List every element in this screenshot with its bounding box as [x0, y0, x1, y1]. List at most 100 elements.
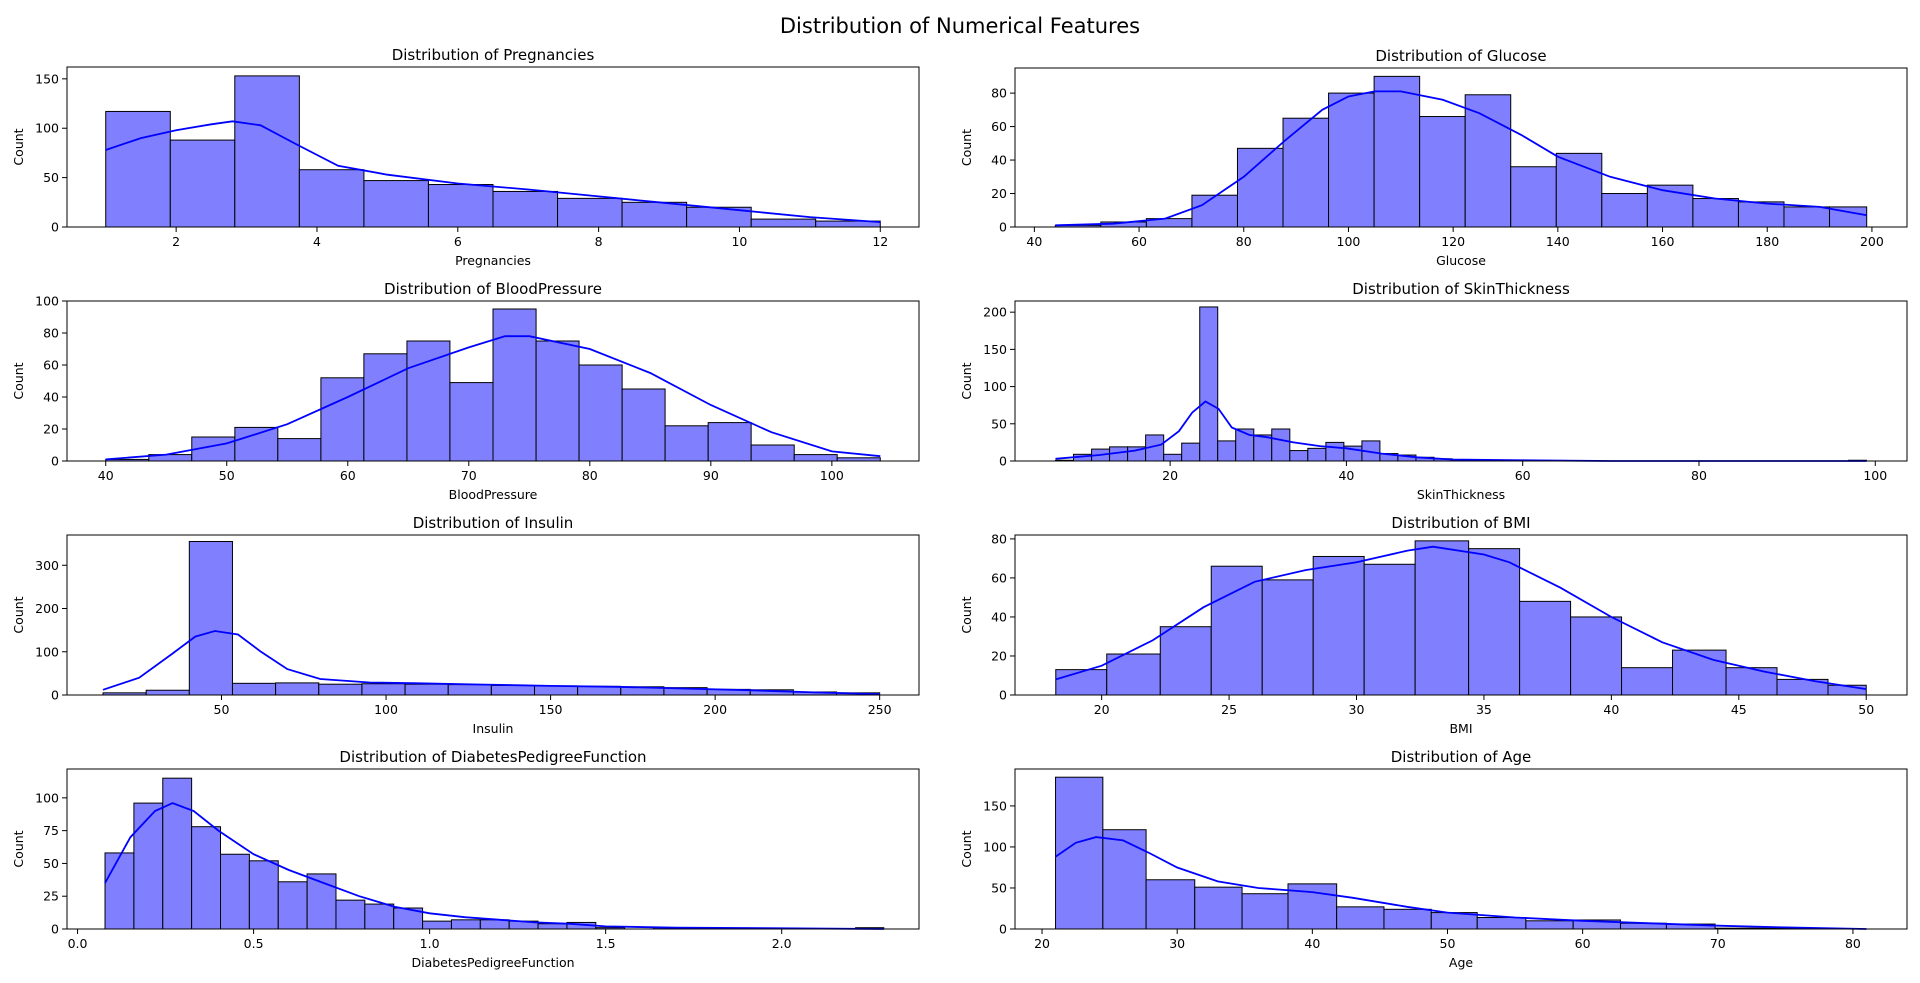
histogram-bar [535, 340, 580, 462]
y-axis-label: Count [959, 362, 974, 399]
subplot-bloodpressure: 40 50 60 70 80 90 100 0 20 40 60 80 100 Distribution … [11, 280, 920, 502]
x-tick-label: 60 [1515, 468, 1531, 483]
histogram-bar [492, 190, 559, 228]
y-tick-label: 75 [43, 823, 59, 838]
y-tick-label: 60 [991, 119, 1007, 134]
y-tick-label: 150 [983, 798, 1007, 813]
subplot-age: 20 30 40 50 60 70 80 0 50 100 150 Distribution of A… [959, 748, 1908, 970]
subplot-title: Distribution of Pregnancies [392, 46, 595, 64]
histogram-bar [361, 683, 406, 696]
y-tick-label: 80 [991, 86, 1007, 101]
y-axis-label: Count [11, 128, 26, 165]
histogram-bar [277, 438, 322, 462]
histogram-bar [1325, 441, 1345, 462]
y-tick-label: 0 [51, 688, 59, 703]
histogram-bar [363, 353, 408, 462]
histogram-bar [1055, 669, 1108, 696]
subplot-glucose: 40 60 80 100 120 140 160 180 200 0 20 40 60 80 Distrib… [959, 47, 1908, 268]
axes-frame [1014, 768, 1908, 930]
histogram-bar [335, 899, 366, 930]
histogram-bar [104, 852, 135, 930]
histogram-bar [1102, 829, 1147, 930]
histogram-bar [427, 184, 494, 228]
x-tick-label: 2.0 [772, 936, 792, 951]
x-tick-label: 45 [1731, 702, 1747, 717]
histogram-bar [1055, 776, 1104, 930]
x-tick-label: 140 [1546, 234, 1570, 249]
histogram-bar [220, 853, 250, 930]
histogram-bar [492, 308, 537, 462]
y-tick-label: 0 [51, 922, 59, 937]
histogram-bar [1373, 75, 1421, 228]
x-axis-label: DiabetesPedigreeFunction [411, 955, 574, 970]
histogram-bar [1464, 94, 1512, 228]
y-tick-label: 0 [51, 220, 59, 235]
histogram-bar [449, 382, 494, 462]
histogram-bar [318, 683, 363, 696]
histogram-bar [1692, 198, 1739, 228]
x-tick-label: 12 [872, 234, 888, 249]
x-tick-label: 0.5 [244, 936, 264, 951]
y-tick-label: 0 [999, 688, 1007, 703]
histogram-bar [1383, 908, 1432, 930]
histogram-bar [1253, 434, 1273, 462]
x-tick-label: 100 [1337, 234, 1361, 249]
y-tick-label: 20 [43, 422, 59, 437]
histogram-bar [1199, 306, 1219, 462]
x-tick-label: 50 [214, 702, 230, 717]
kde-line [1055, 90, 1867, 227]
x-tick-label: 90 [703, 468, 719, 483]
subplot-title: Distribution of Glucose [1375, 47, 1546, 65]
y-tick-label: 50 [43, 170, 59, 185]
y-axis-label: Count [11, 362, 26, 399]
histogram-bar [750, 444, 795, 462]
x-tick-label: 30 [1349, 702, 1365, 717]
histogram-bar [1672, 649, 1727, 696]
histogram-bar [578, 364, 623, 462]
x-tick-label: 40 [98, 468, 114, 483]
histogram-bar [406, 340, 451, 462]
histogram-bar [1241, 893, 1289, 930]
x-axis-label: Glucose [1436, 253, 1486, 268]
figure-title: Distribution of Numerical Features [779, 14, 1141, 38]
y-tick-label: 0 [999, 220, 1007, 235]
histogram-bar [707, 422, 752, 462]
subplot-bmi: 20 25 30 35 40 45 50 0 20 40 60 80 Distribution of B… [959, 514, 1908, 736]
subplot-title: Distribution of BloodPressure [384, 280, 602, 298]
x-tick-label: 70 [1710, 936, 1726, 951]
histogram-bar [191, 826, 222, 930]
x-tick-label: 40 [1338, 468, 1354, 483]
y-tick-label: 50 [991, 880, 1007, 895]
x-tick-label: 200 [1860, 234, 1884, 249]
axes-frame [66, 66, 920, 228]
x-axis-label: Insulin [473, 721, 514, 736]
y-tick-label: 0 [999, 922, 1007, 937]
axes-frame [66, 768, 920, 930]
histogram-bar [234, 426, 279, 462]
x-tick-label: 10 [731, 234, 747, 249]
x-tick-label: 1.5 [596, 936, 616, 951]
histogram-bar [1621, 667, 1674, 696]
histogram-bar [557, 197, 623, 228]
y-axis-label: Count [959, 830, 974, 867]
x-tick-label: 1.0 [420, 936, 440, 951]
x-tick-label: 80 [1691, 468, 1707, 483]
x-tick-label: 20 [1094, 702, 1110, 717]
histogram-bar [1181, 442, 1201, 462]
histogram-bar [162, 777, 193, 930]
histogram-bar [533, 685, 579, 696]
x-tick-label: 40 [1026, 234, 1042, 249]
x-axis-label: BloodPressure [449, 487, 538, 502]
histogram-bar [234, 75, 300, 228]
histogram-bar [1159, 626, 1212, 696]
x-tick-label: 20 [1162, 468, 1178, 483]
y-tick-label: 20 [991, 186, 1007, 201]
kde-line [1054, 836, 1867, 930]
x-tick-label: 25 [1221, 702, 1237, 717]
histogram-bar [1363, 563, 1416, 696]
histogram-bar [1289, 450, 1309, 462]
histogram-bar [188, 540, 233, 696]
y-tick-label: 200 [983, 305, 1007, 320]
y-tick-label: 0 [999, 454, 1007, 469]
